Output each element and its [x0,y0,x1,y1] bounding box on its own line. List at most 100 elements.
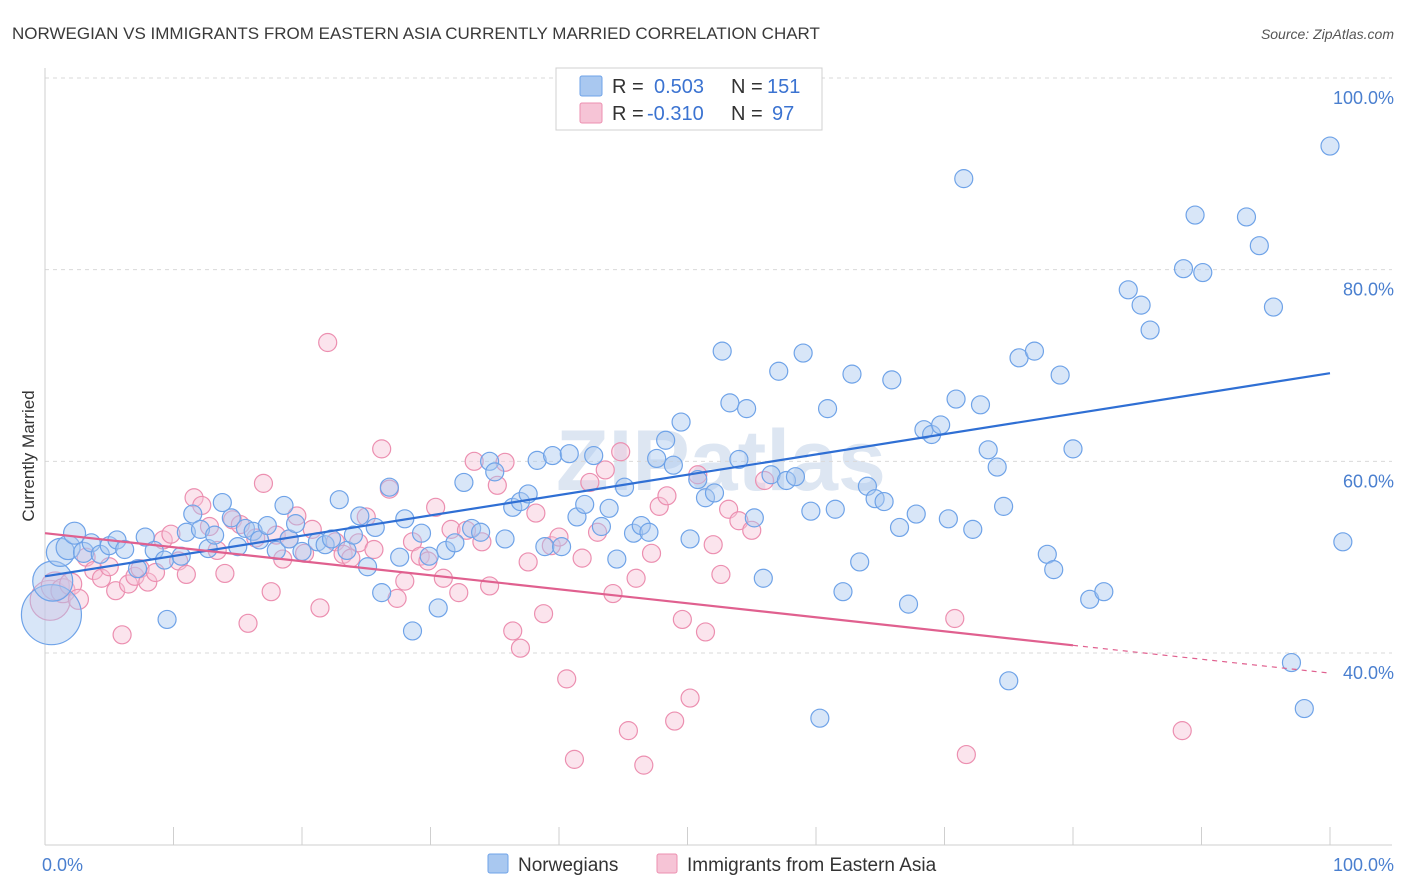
immigrants-point [287,506,307,526]
norwegians-point [889,517,910,538]
norwegians-point [495,529,515,549]
immigrants-point [395,571,415,591]
norwegians-point [402,621,423,641]
legend-swatch-immigrants [579,102,603,124]
chart-source: Source: ZipAtlas.com [1261,26,1394,42]
norwegians-point [1063,439,1083,459]
norwegians-point [631,515,651,536]
norwegians-point [1281,652,1302,673]
norwegians-point [365,517,385,538]
norwegians-point [485,462,505,482]
norwegians-point [205,525,225,545]
immigrants-point [649,496,669,516]
norwegians-point [954,169,974,189]
norwegians-point [1024,341,1045,361]
legend-n-value-1: 151 [767,76,800,98]
immigrants-point [215,563,235,584]
norwegians-point [257,515,277,536]
norwegians-point [350,506,370,526]
immigrants-point [595,460,615,480]
immigrants-point [472,532,492,552]
norwegians-point [176,522,196,542]
y-tick-label-80: 80.0% [1343,280,1394,300]
immigrants-point [176,564,196,585]
immigrants-point [449,583,469,603]
bottom-legend-norwegians: Norwegians [518,855,618,876]
norwegians-point [1140,320,1160,340]
x-tick-labels: 0.0% 100.0% [42,855,1394,875]
norwegians-point [274,495,294,516]
norwegians-point [445,533,465,553]
norwegians-point [329,490,349,510]
immigrants-point [91,568,112,588]
stats-legend: R = 0.503 N = 151 R = -0.310 N = 97 [555,67,823,131]
norwegians-point [946,389,966,409]
immigrants-point [711,564,731,585]
immigrants-point [665,711,685,731]
norwegians-point [20,584,83,646]
norwegians-point [1249,236,1269,256]
immigrants-point [495,452,515,472]
norwegians-point [994,496,1014,516]
norwegians-point [639,522,659,542]
norwegians-point [810,708,830,728]
immigrants-point [564,749,585,769]
immigrants-point [112,625,132,645]
immigrants-point [634,755,654,775]
x-tick-label-100: 100.0% [1333,855,1394,875]
immigrants-point [372,439,392,459]
legend-r-label-2: R = [612,103,644,125]
norwegians-point [235,518,256,539]
norwegians-point [850,552,870,572]
immigrants-point [611,442,631,462]
chart-title: NORWEGIAN VS IMMIGRANTS FROM EASTERN ASI… [12,24,820,43]
norwegians-point [1185,205,1205,225]
norwegians-point [737,399,757,419]
norwegians-point [1236,207,1257,227]
immigrants-point [703,535,723,555]
norwegians-point [793,343,813,363]
norwegians-point [607,549,627,569]
norwegians-point [978,440,998,460]
immigrants-point [641,543,662,563]
norwegians-point [535,537,555,557]
immigrants-point [310,598,330,618]
norwegians-point [614,477,635,497]
immigrants-point [680,688,700,708]
norwegians-point [1263,297,1284,317]
norwegians-point [551,537,572,557]
norwegians-point [428,598,448,618]
norwegians-point [720,393,740,413]
immigrants-point [572,548,592,568]
norwegians-point [970,395,991,415]
legend-swatch-norwegians [579,75,603,97]
immigrants-point [518,552,538,572]
legend-r-value-2: -0.310 [647,103,704,125]
norwegians-point [744,508,764,528]
norwegians-point [882,370,902,390]
immigrants-point [238,613,258,633]
immigrants-point [526,503,546,523]
norwegians-point [1333,532,1353,552]
norwegians-point [1320,136,1340,156]
norwegians-point [471,522,491,542]
norwegians-point [898,594,919,614]
trend-lines [44,372,1331,674]
immigrants-point [557,669,577,689]
immigrants-point [956,744,976,765]
norwegians-point [480,451,500,471]
trend-line-immigrants [44,532,1074,647]
norwegians-point [931,415,951,435]
norwegians-point [712,341,732,361]
immigrants-point [503,621,523,641]
y-axis-label: Currently Married [19,390,38,521]
immigrants-point [510,638,531,658]
norwegians-point [963,519,983,539]
immigrants-point [426,497,446,517]
immigrants-point [1172,721,1192,741]
immigrants-point [118,574,139,594]
immigrants-point [729,511,749,531]
norwegians-point [1050,365,1070,385]
norwegians-point [212,492,232,513]
